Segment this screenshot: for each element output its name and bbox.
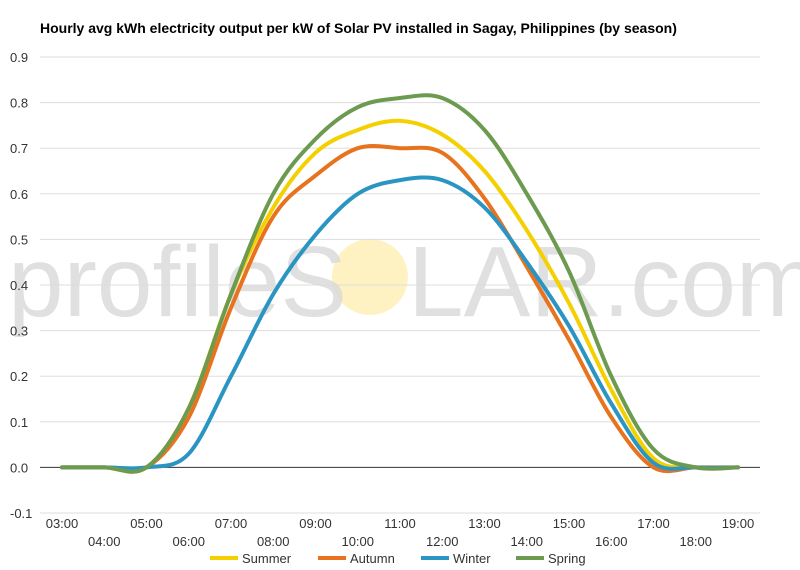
x-tick-label: 15:00: [553, 516, 586, 531]
x-tick-label: 09:00: [299, 516, 332, 531]
chart-title: Hourly avg kWh electricity output per kW…: [40, 20, 677, 36]
x-tick-label: 12:00: [426, 534, 459, 549]
y-tick-label: 0.6: [10, 187, 28, 202]
series-group: [60, 93, 740, 474]
x-tick-label: 05:00: [130, 516, 163, 531]
y-tick-label: 0.2: [10, 369, 28, 384]
series-line-autumn: [60, 143, 740, 474]
x-tick-label: 10:00: [341, 534, 374, 549]
x-tick-label: 03:00: [46, 516, 79, 531]
y-tick-label: 0.3: [10, 324, 28, 339]
legend-label-summer: Summer: [242, 551, 292, 566]
x-tick-label: 04:00: [88, 534, 121, 549]
watermark-left-text: profileS: [8, 226, 347, 338]
legend-label-spring: Spring: [548, 551, 586, 566]
x-tick-label: 08:00: [257, 534, 290, 549]
x-tick-label: 19:00: [722, 516, 755, 531]
y-tick-label: 0.7: [10, 141, 28, 156]
x-tick-label: 16:00: [595, 534, 628, 549]
y-tick-label: 0.8: [10, 96, 28, 111]
x-tick-label: 17:00: [637, 516, 670, 531]
watermark-right-text: LAR.com: [408, 226, 800, 338]
watermark: profileS LAR.com: [8, 226, 800, 338]
x-tick-label: 07:00: [215, 516, 248, 531]
x-axis: 03:00 04:00 05:00 06:00 07:00 08:00 09:00 10:00…: [46, 516, 755, 549]
legend-label-autumn: Autumn: [350, 551, 395, 566]
series-line-winter: [60, 175, 740, 471]
y-tick-label: 0.0: [10, 460, 28, 475]
y-axis: -0.1 0.0 0.1 0.2 0.3 0.4 0.5 0.6 0.7 0.8 0.9: [10, 50, 32, 521]
legend-label-winter: Winter: [453, 551, 491, 566]
y-tick-label: 0.5: [10, 232, 28, 247]
watermark-sun-icon: [332, 239, 408, 315]
x-tick-label: 06:00: [172, 534, 205, 549]
y-tick-label: -0.1: [10, 506, 32, 521]
x-tick-label: 18:00: [679, 534, 712, 549]
legend: Summer Autumn Winter Spring: [210, 551, 586, 566]
y-tick-label: 0.9: [10, 50, 28, 65]
series-line-spring: [60, 93, 740, 474]
x-tick-label: 14:00: [510, 534, 543, 549]
y-tick-label: 0.4: [10, 278, 28, 293]
y-tick-label: 0.1: [10, 415, 28, 430]
x-tick-label: 13:00: [468, 516, 501, 531]
x-tick-label: 11:00: [384, 516, 416, 531]
